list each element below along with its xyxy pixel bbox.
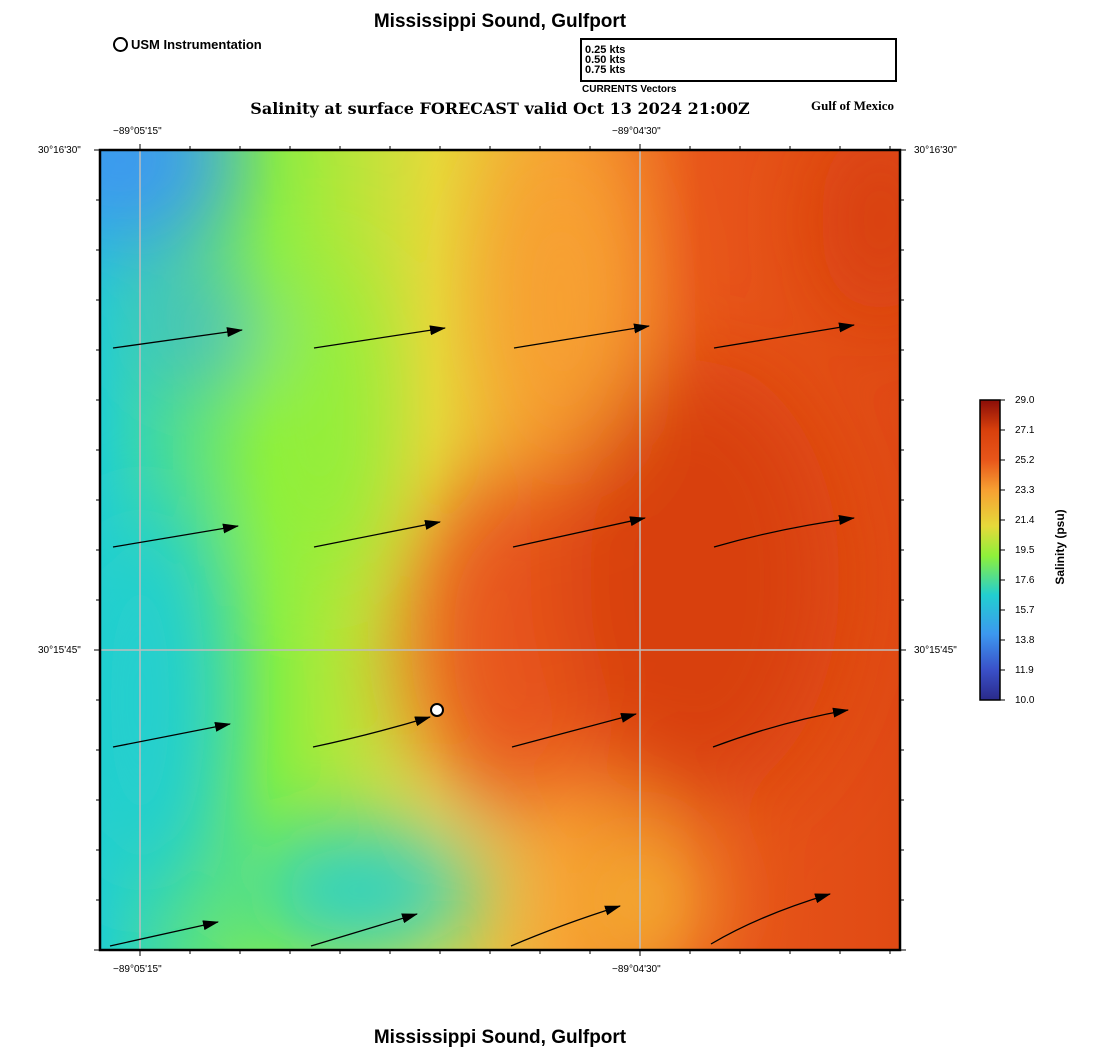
frame-ticks — [94, 144, 906, 956]
current-vector — [112, 721, 231, 748]
lon-tick-top-1: −89°05'15" — [113, 126, 162, 137]
colorbar-tick: 21.4 — [1015, 515, 1035, 526]
vector-legend-label-1: 0.25 kts — [585, 44, 626, 56]
current-vector — [312, 716, 431, 748]
station-legend: USM Instrumentation — [113, 37, 262, 52]
colorbar-tick: 13.8 — [1015, 635, 1035, 646]
current-vector — [310, 913, 418, 947]
colorbar-tick: 29.0 — [1015, 395, 1035, 406]
current-vector — [112, 523, 239, 548]
vector-legend-label-2: 0.50 kts — [585, 54, 626, 66]
lon-tick-bottom-1: −89°05'15" — [113, 964, 162, 975]
colorbar — [979, 399, 1005, 701]
salinity-field — [100, 150, 900, 950]
lat-tick-right-2: 30°15'45" — [914, 645, 957, 656]
map-subtitle: Salinity at surface FORECAST valid Oct 1… — [250, 99, 750, 118]
colorbar-tick: 19.5 — [1015, 545, 1035, 556]
colorbar-tick: 17.6 — [1015, 575, 1035, 586]
current-vector — [713, 515, 855, 548]
region-label: Gulf of Mexico — [811, 98, 895, 113]
current-vector — [510, 905, 621, 947]
map-title: Mississippi Sound, Gulfport — [373, 11, 627, 32]
colorbar-tick: 25.2 — [1015, 455, 1035, 466]
lon-tick-bottom-2: −89°04'30" — [612, 964, 661, 975]
open-circle-icon — [113, 37, 128, 52]
current-vector — [109, 920, 219, 947]
current-vector — [513, 323, 650, 349]
current-vector — [710, 893, 831, 945]
usm-station-marker[interactable] — [430, 703, 444, 717]
colorbar-tick: 10.0 — [1015, 695, 1035, 706]
station-legend-label: USM Instrumentation — [131, 37, 262, 52]
lat-tick-left-1: 30°16'30" — [38, 145, 81, 156]
graticule — [100, 150, 900, 950]
current-vector — [512, 516, 646, 548]
footer-title: Mississippi Sound, Gulfport — [373, 1027, 627, 1048]
colorbar-tick: 23.3 — [1015, 485, 1035, 496]
current-vector — [712, 707, 849, 748]
colorbar-tick: 27.1 — [1015, 425, 1035, 436]
current-vector — [313, 325, 446, 349]
current-vector — [511, 713, 637, 748]
current-vectors — [109, 322, 855, 947]
current-vector — [112, 327, 243, 349]
vector-legend-label-3: 0.75 kts — [585, 64, 626, 76]
lat-tick-left-2: 30°15'45" — [38, 645, 81, 656]
lon-tick-top-2: −89°04'30" — [612, 126, 661, 137]
lat-tick-right-1: 30°16'30" — [914, 145, 957, 156]
vector-legend-caption: CURRENTS Vectors — [582, 84, 677, 95]
current-vector — [313, 520, 441, 548]
colorbar-tick: 11.9 — [1015, 665, 1034, 676]
colorbar-title: Salinity (psu) — [1053, 509, 1067, 585]
current-vector — [713, 322, 855, 349]
vector-legend-box — [580, 38, 897, 82]
colorbar-tick: 15.7 — [1015, 605, 1035, 616]
